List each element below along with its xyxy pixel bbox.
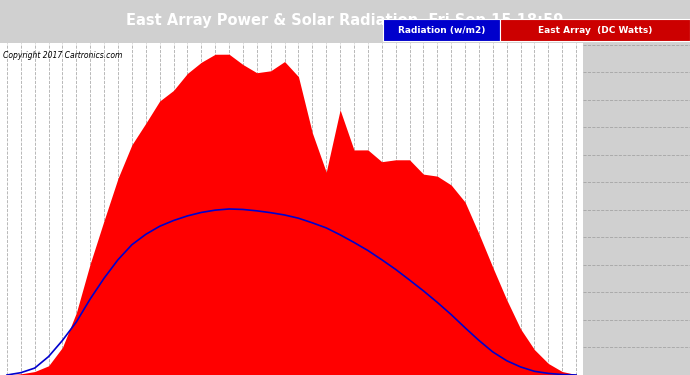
Text: Copyright 2017 Cartronics.com: Copyright 2017 Cartronics.com — [3, 51, 122, 60]
Bar — [500, 19, 690, 41]
Text: East Array  (DC Watts): East Array (DC Watts) — [538, 26, 652, 35]
Text: Radiation (w/m2): Radiation (w/m2) — [397, 26, 485, 35]
Text: East Array Power & Solar Radiation  Fri Sep 15 18:59: East Array Power & Solar Radiation Fri S… — [126, 13, 564, 28]
Bar — [383, 19, 500, 41]
